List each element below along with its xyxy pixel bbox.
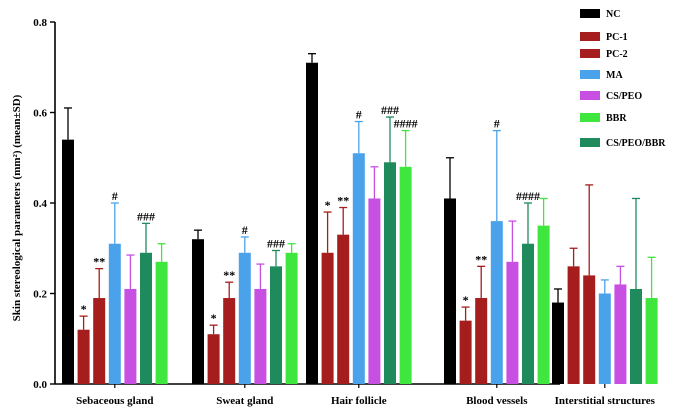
- bar: [207, 334, 220, 384]
- bar: [522, 243, 534, 384]
- bar: [270, 266, 282, 384]
- legend-label: BBR: [606, 113, 627, 124]
- significance-label: ###: [137, 209, 155, 223]
- legend-swatch: [580, 9, 600, 18]
- legend-label: PC-1: [606, 32, 628, 43]
- legend-swatch: [580, 49, 600, 58]
- bar: [399, 166, 412, 384]
- legend-label: PC-2: [606, 49, 628, 60]
- bar: [108, 243, 121, 384]
- y-axis: 0.0 0.2 0.4 0.6 0.8: [33, 17, 56, 391]
- bar: [506, 261, 519, 384]
- bar: [124, 288, 137, 384]
- significance-label: **: [223, 268, 235, 282]
- x-tick-label: Hair follicle: [331, 395, 387, 407]
- legend: NC PC-1 PC-2 MA CS/PEO BBR CS/PEO/BBR: [580, 9, 666, 149]
- bar: [630, 288, 642, 384]
- significance-marks: ***####***####* **# ###***#########: [81, 103, 540, 325]
- legend-swatch: [580, 32, 600, 41]
- significance-label: #: [356, 108, 362, 122]
- bar: [223, 298, 236, 384]
- y-tick-label: 0.0: [33, 379, 47, 391]
- x-axis: Sebaceous gland Sweat gland Hair follicle B…: [55, 383, 656, 407]
- significance-label: ####: [394, 117, 418, 131]
- significance-label: **: [337, 194, 349, 208]
- bar: [598, 293, 611, 384]
- significance-label: *: [463, 293, 469, 307]
- bar: [368, 198, 381, 384]
- legend-label: MA: [606, 70, 623, 81]
- legend-swatch: [580, 91, 600, 100]
- bar: [285, 252, 298, 384]
- x-tick-label: Blood vessels: [466, 395, 528, 407]
- bar: [475, 298, 488, 384]
- bar: [583, 275, 596, 384]
- bars: [62, 62, 658, 384]
- y-tick-label: 0.2: [33, 289, 47, 301]
- significance-label: **: [93, 255, 105, 269]
- significance-label: #: [494, 117, 500, 131]
- x-tick-label: Sweat gland: [216, 395, 273, 407]
- legend-swatch: [580, 70, 600, 79]
- significance-label: **: [475, 252, 487, 266]
- legend-label: NC: [606, 9, 620, 20]
- bar: [459, 320, 472, 384]
- bar: [567, 266, 580, 384]
- significance-label: ####: [516, 189, 540, 203]
- bar: [337, 234, 350, 384]
- significance-label: *: [81, 302, 87, 316]
- bar: [62, 139, 74, 384]
- x-tick-label: Sebaceous gland: [76, 395, 153, 407]
- y-tick-label: 0.4: [33, 198, 47, 210]
- bar: [77, 329, 90, 384]
- bar: [306, 62, 318, 384]
- significance-label: ###: [381, 103, 399, 117]
- bar: [444, 198, 456, 384]
- y-axis-label-group: Skin stereological parameters (mm²) (mea…: [11, 94, 23, 321]
- y-tick-label: 0.8: [33, 17, 47, 29]
- y-axis-label: Skin stereological parameters (mm²) (mea…: [11, 94, 23, 321]
- bar: [155, 261, 168, 384]
- significance-label: *: [211, 311, 217, 325]
- legend-label: CS/PEO/BBR: [606, 138, 666, 149]
- bar: [93, 298, 106, 384]
- x-tick-label: Interstitial structures: [555, 395, 656, 407]
- bar: [537, 225, 550, 384]
- legend-swatch: [580, 113, 600, 122]
- bar: [552, 302, 564, 384]
- bar: [352, 153, 365, 384]
- bar: [490, 221, 503, 384]
- y-tick-label: 0.6: [33, 108, 47, 120]
- significance-label: *: [325, 198, 331, 212]
- significance-label: #: [112, 189, 118, 203]
- bar: [254, 288, 267, 384]
- legend-label: CS/PEO: [606, 91, 642, 102]
- bar: [614, 284, 627, 384]
- legend-swatch: [580, 138, 600, 147]
- bar: [384, 162, 396, 384]
- error-bars: [64, 53, 656, 335]
- bar: [192, 239, 204, 384]
- bar: [645, 298, 658, 384]
- significance-label: #: [242, 223, 248, 237]
- bar: [238, 252, 251, 384]
- significance-label: ###: [267, 237, 285, 251]
- bar: [321, 252, 334, 384]
- bar: [140, 252, 152, 384]
